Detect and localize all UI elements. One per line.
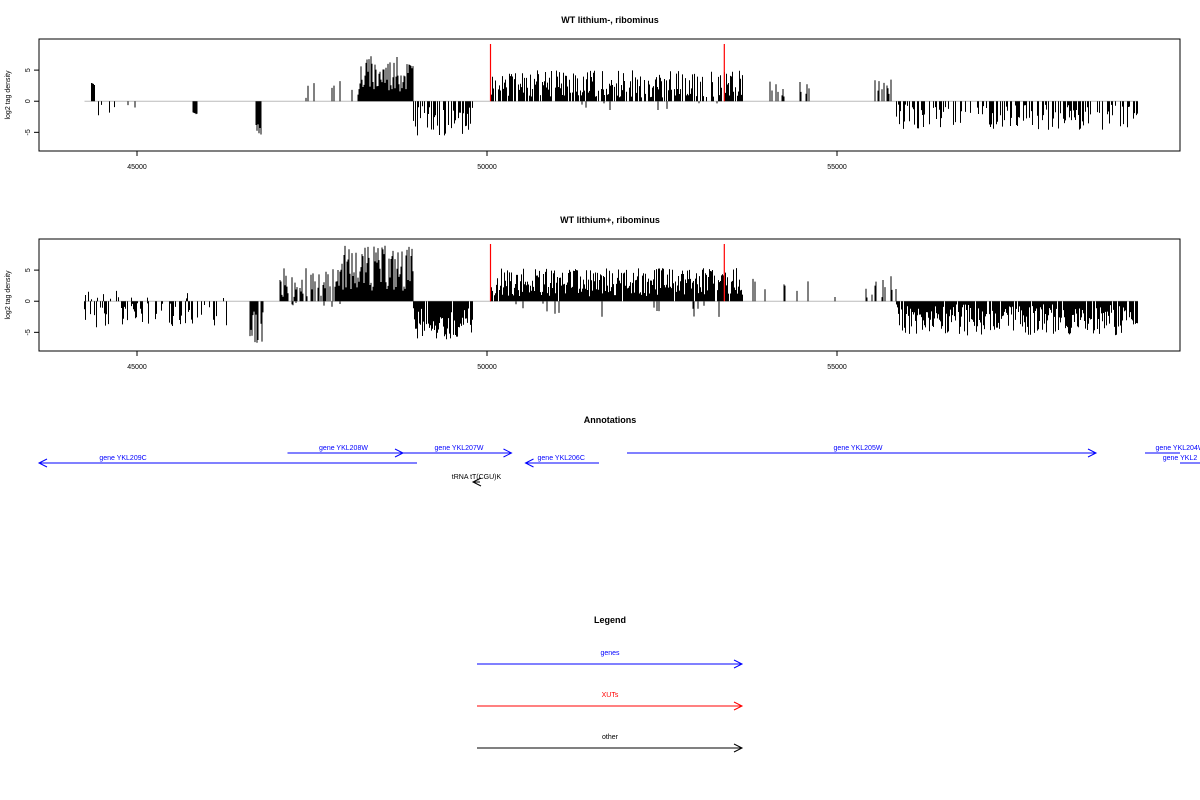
gene-label: gene YKL208W <box>319 445 368 452</box>
legend-items: genes XUTs other <box>477 650 744 753</box>
legend-item: XUTs <box>477 692 744 711</box>
x-axis: 45000 50000 55000 <box>127 351 847 371</box>
gene-feature: gene YKL205W <box>627 445 1098 458</box>
gene-feature: gene YKL208W <box>287 445 405 458</box>
track-panel-lithium-minus: WT lithium-, ribominus log2 tag density … <box>5 15 1181 171</box>
legend-arrow-icon <box>733 659 744 669</box>
gene-feature: gene YKL206C <box>524 455 599 468</box>
strand-arrow-icon <box>503 448 513 458</box>
strand-arrow-icon <box>37 458 48 468</box>
y-tick-label: 0 <box>25 99 32 103</box>
y-tick-label: 5 <box>25 68 32 72</box>
legend-label: other <box>602 734 619 741</box>
legend: Legend genes XUTs other <box>477 615 744 753</box>
legend-title: Legend <box>594 615 626 625</box>
track-panel-lithium-plus: WT lithium+, ribominus log2 tag density … <box>5 215 1181 371</box>
gene-feature: tRNA tT(CGU)K <box>452 474 502 487</box>
strand-arrow-icon <box>471 477 482 487</box>
gene-label: gene YKL209C <box>99 455 146 462</box>
gene-label: gene YKL206C <box>538 455 585 462</box>
x-axis: 45000 50000 55000 <box>127 151 847 171</box>
gene-features: gene YKL209C gene YKL208W gene YKL207W gene… <box>37 445 1200 487</box>
gene-feature: gene YKL207W <box>403 445 513 458</box>
x-tick-label: 45000 <box>127 364 147 371</box>
x-tick-label: 55000 <box>827 164 847 171</box>
tag-density-bars <box>84 245 1138 343</box>
y-tick-label: 5 <box>25 268 32 272</box>
legend-arrow-icon <box>733 701 744 711</box>
gene-label: gene YKL2 <box>1163 455 1198 462</box>
plot-frame <box>38 238 1181 352</box>
legend-label: genes <box>600 650 620 657</box>
x-tick-label: 50000 <box>477 364 497 371</box>
strand-arrow-icon <box>524 458 534 468</box>
xut-markers <box>489 43 725 102</box>
annotations-title: Annotations <box>584 415 637 425</box>
chart-title: WT lithium-, ribominus <box>561 15 659 25</box>
y-tick-label: 0 <box>25 299 32 303</box>
y-tick-label: -5 <box>25 329 32 335</box>
gene-feature: gene YKL209C <box>37 455 417 468</box>
legend-arrow-icon <box>733 743 744 753</box>
legend-item: other <box>477 734 744 753</box>
gene-feature: gene YKL204W <box>1145 445 1200 454</box>
y-axis-label: log2 tag density <box>5 270 12 320</box>
y-axis-label: log2 tag density <box>5 70 12 120</box>
gene-label: gene YKL204W <box>1156 445 1200 452</box>
strand-arrow-icon <box>1087 448 1098 458</box>
gene-feature: gene YKL2 <box>1163 455 1200 464</box>
legend-item: genes <box>477 650 744 669</box>
legend-label: XUTs <box>602 692 619 699</box>
tag-density-bars <box>91 56 1138 136</box>
x-tick-label: 45000 <box>127 164 147 171</box>
plot-frame <box>38 38 1181 152</box>
gene-label: gene YKL205W <box>834 445 883 452</box>
x-tick-label: 55000 <box>827 364 847 371</box>
xut-markers <box>489 243 725 302</box>
gene-label: tRNA tT(CGU)K <box>452 474 502 481</box>
y-axis: -5 0 5 <box>25 268 39 335</box>
gene-label: gene YKL207W <box>435 445 484 452</box>
y-axis: -5 0 5 <box>25 68 39 135</box>
x-tick-label: 50000 <box>477 164 497 171</box>
y-tick-label: -5 <box>25 129 32 135</box>
chart-title: WT lithium+, ribominus <box>560 215 660 225</box>
